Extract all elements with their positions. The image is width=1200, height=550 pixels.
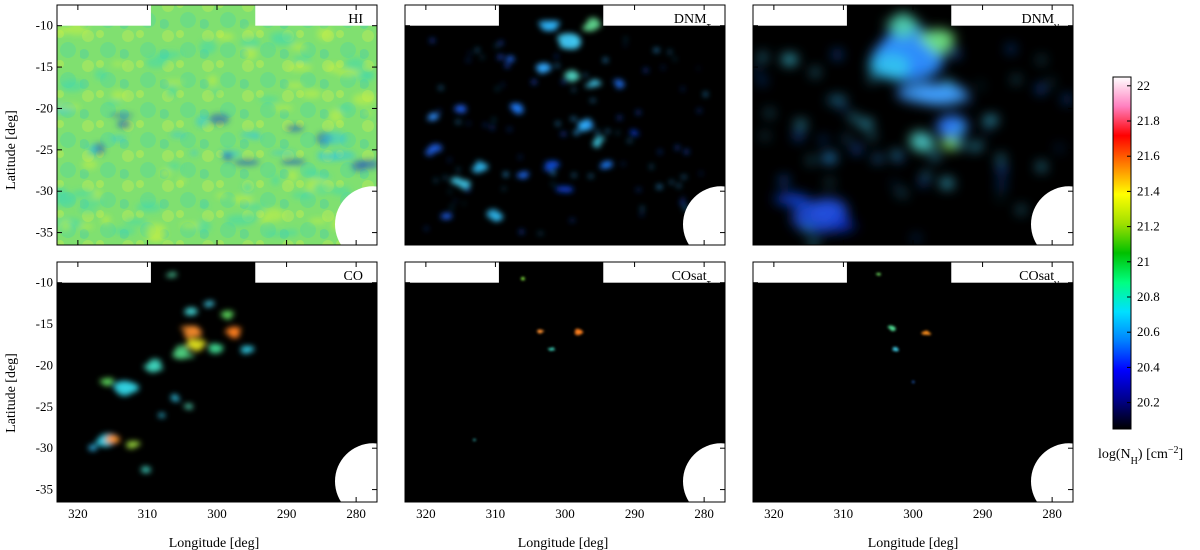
y-tick-label: -10	[36, 275, 53, 290]
y-tick-label: -25	[36, 142, 53, 157]
panel-map-2	[405, 5, 725, 245]
x-tick-label: 290	[625, 506, 645, 521]
mask-top-right	[951, 5, 1073, 26]
y-axis-label-top: Latitude [deg]	[4, 110, 19, 190]
mask-top-left	[753, 262, 847, 283]
emission-layer	[88, 272, 255, 473]
x-tick-label: 310	[486, 506, 506, 521]
x-tick-label: 320	[68, 506, 88, 521]
x-tick-label: 320	[764, 506, 784, 521]
y-tick-label: -35	[36, 482, 53, 497]
colorbar-tick-label: 21.2	[1137, 219, 1160, 234]
x-tick-label: 290	[973, 506, 993, 521]
panel-1: -10 -15 -20 -25 -30 -35 HI	[36, 4, 378, 246]
panel-title: COsatτ	[672, 269, 712, 289]
y-tick-label: -15	[36, 316, 53, 331]
colorbar-tick-label: 21	[1137, 254, 1150, 269]
panel-title: HI	[348, 12, 363, 27]
x-axis-label-3: Longitude [deg]	[868, 536, 959, 550]
emission-layer	[875, 272, 932, 384]
mask-top-left	[57, 262, 151, 283]
colorbar-frame	[1112, 76, 1132, 430]
map-background	[405, 262, 725, 502]
x-axis-label-2: Longitude [deg]	[518, 536, 609, 550]
emission-layer	[425, 17, 708, 234]
x-tick-label: 310	[138, 506, 158, 521]
colorbar-tick-label: 20.2	[1137, 395, 1160, 410]
x-axis-label-1: Longitude [deg]	[169, 536, 260, 550]
panel-5: 320 310 300 290 280 COsatτ	[404, 261, 726, 521]
panel-map-3	[753, 5, 1073, 245]
panel-map-5	[405, 262, 725, 502]
panel-6: 320 310 300 290 280 COsatγ	[752, 261, 1074, 521]
mask-top-right	[255, 5, 377, 26]
emission-layer	[472, 276, 584, 441]
panel-4: 320 310 300 290 280 -10 -15 -20 -25 -30 -35 CO	[36, 261, 378, 521]
mask-top-left	[405, 262, 499, 283]
mask-top-right	[255, 262, 377, 283]
mask-top-right	[603, 5, 725, 26]
x-tick-label: 280	[346, 506, 366, 521]
mask-circle	[1031, 186, 1073, 245]
y-tick-label: -30	[36, 183, 53, 198]
y-tick-label: -10	[36, 18, 53, 33]
x-tick-label: 300	[903, 506, 923, 521]
x-tick-label: 320	[416, 506, 436, 521]
panel-3: DNMγ	[752, 4, 1074, 246]
hi-background	[57, 5, 377, 245]
mask-top-left	[753, 5, 847, 26]
colorbar-tick-label: 20.4	[1137, 359, 1160, 374]
panel-2: DNMτ	[404, 4, 726, 246]
panel-title: DNMτ	[674, 12, 712, 32]
y-axis-label-bottom: Latitude [deg]	[4, 353, 19, 433]
mask-circle	[1031, 443, 1073, 502]
y-tick-label: -20	[36, 100, 53, 115]
mask-top-left	[57, 5, 151, 26]
colorbar-tick-label: 22	[1137, 78, 1150, 93]
y-tick-label: -30	[36, 440, 53, 455]
colorbar-tick-label: 20.6	[1137, 324, 1160, 339]
x-tick-label: 310	[834, 506, 854, 521]
y-tick-label: -25	[36, 399, 53, 414]
colorbar-label: log(NH) [cm−2]	[1098, 445, 1183, 467]
panel-title: COsatγ	[1019, 269, 1059, 289]
mask-circle	[335, 186, 377, 245]
panel-map-4	[57, 262, 377, 502]
x-tick-label: 300	[207, 506, 227, 521]
x-tick-label: 280	[1042, 506, 1062, 521]
emission-layer	[754, 12, 1071, 245]
hi-structure	[57, 21, 377, 245]
colorbar-gradient	[1113, 77, 1131, 429]
x-tick-label: 300	[555, 506, 575, 521]
mask-top-right	[603, 262, 725, 283]
mask-top-left	[405, 5, 499, 26]
colorbar-tick-label: 21.6	[1137, 148, 1160, 163]
panel-title: DNMγ	[1021, 12, 1059, 32]
panel-map-6	[753, 262, 1073, 502]
colorbar-tick-label: 21.4	[1137, 183, 1160, 198]
y-tick-label: -35	[36, 225, 53, 240]
x-tick-label: 280	[694, 506, 714, 521]
colorbar-tick-label: 20.8	[1137, 289, 1160, 304]
panel-map-1	[57, 5, 377, 245]
colorbar: 22 21.8 21.6 21.4 21.2 21 20.8 20.6 20.4 20.2	[1112, 76, 1160, 430]
panel-title: CO	[344, 269, 363, 284]
mask-top-right	[951, 262, 1073, 283]
y-tick-label: -20	[36, 357, 53, 372]
mask-circle	[335, 443, 377, 502]
colorbar-tick-label: 21.8	[1137, 113, 1160, 128]
y-tick-label: -15	[36, 59, 53, 74]
mask-circle	[683, 186, 725, 245]
mask-circle	[683, 443, 725, 502]
x-tick-label: 290	[277, 506, 297, 521]
